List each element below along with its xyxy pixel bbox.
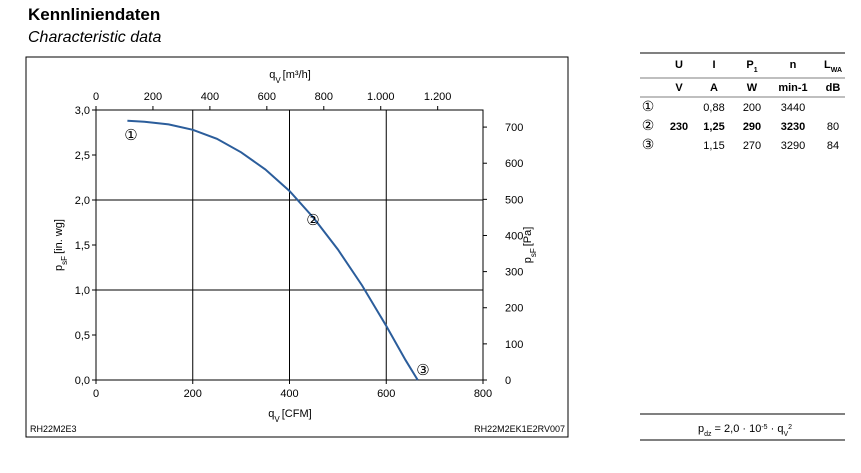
chart-frame — [25, 56, 569, 438]
table-cell: 1,25 — [703, 121, 724, 133]
formula: pdz = 2,0 · 10-5 · qV2 — [698, 423, 792, 438]
y-tick-label: 0,5 — [75, 330, 90, 342]
row-marker: ① — [642, 98, 655, 114]
y2-tick-label: 700 — [505, 122, 523, 134]
x2-tick-label: 200 — [144, 91, 162, 103]
table-unit: V — [675, 82, 683, 94]
footer-right: RH22M2EK1E2RV007 — [474, 424, 565, 434]
table-unit: min-1 — [778, 82, 807, 94]
table-unit: A — [710, 82, 718, 94]
table-cell: 0,88 — [703, 102, 724, 114]
x2-tick-label: 600 — [258, 91, 276, 103]
x2-tick-label: 400 — [201, 91, 219, 103]
table-cell: 1,15 — [703, 140, 724, 152]
y2-axis-label: psF[Pa] — [522, 227, 538, 264]
table-header: n — [790, 59, 797, 71]
operating-point-label: ① — [124, 127, 137, 144]
x-axis-label-unit: [CFM] — [282, 408, 312, 420]
row-marker: ③ — [642, 136, 655, 152]
table-cell: 84 — [827, 140, 839, 152]
formula-sub: V — [783, 431, 788, 438]
y2-axis-label-unit: [Pa] — [522, 227, 534, 247]
x-tick-label: 200 — [184, 388, 202, 400]
formula-part: p — [698, 423, 704, 435]
curve — [127, 119, 419, 381]
table-cell: 80 — [827, 121, 839, 133]
table-cell: 290 — [743, 121, 761, 133]
y2-tick-label: 0 — [505, 375, 511, 387]
x2-axis-label-unit: [m³/h] — [283, 69, 311, 81]
x-tick-label: 600 — [377, 388, 395, 400]
table-cell: 200 — [743, 102, 761, 114]
x2-tick-label: 1.000 — [367, 91, 395, 103]
y2-tick-label: 100 — [505, 339, 523, 351]
row-marker: ② — [642, 117, 655, 133]
y-axis-label-unit: [in. wg] — [53, 219, 65, 254]
formula-part: · q — [768, 423, 784, 435]
table-header-text: I — [712, 59, 715, 71]
x-tick-label: 0 — [93, 388, 99, 400]
x-axis-label: qV [CFM] — [268, 408, 311, 424]
operating-point-label: ② — [306, 212, 319, 229]
table-cell: 270 — [743, 140, 761, 152]
y2-tick-label: 200 — [505, 303, 523, 315]
y-axis-label: psF [in. wg] — [53, 219, 69, 271]
y2-tick-label: 600 — [505, 158, 523, 170]
y-tick-label: 3,0 — [75, 105, 90, 117]
x-tick-label: 400 — [280, 388, 298, 400]
y2-tick-label: 500 — [505, 194, 523, 206]
x-axis-label-symbol: q — [268, 408, 274, 420]
table-cell: 3440 — [781, 102, 805, 114]
x2-tick-label: 0 — [93, 91, 99, 103]
y-axis-label-symbol: p — [53, 265, 65, 271]
x2-axis-label-symbol: q — [269, 69, 275, 81]
y-axis-label-sub: sF — [60, 256, 69, 265]
x2-axis-label: qV [m³/h] — [269, 69, 311, 85]
table-cell: 3290 — [781, 140, 805, 152]
title: Kennliniendaten — [28, 5, 160, 24]
x2-tick-label: 800 — [315, 91, 333, 103]
y-tick-label: 2,0 — [75, 195, 90, 207]
subtitle: Characteristic data — [28, 29, 161, 46]
formula-part: = 2,0 · 10 — [711, 423, 761, 435]
table-unit: W — [747, 82, 758, 94]
footer-left: RH22M2E3 — [30, 424, 77, 434]
y-tick-label: 1,0 — [75, 285, 90, 297]
y-tick-label: 0,0 — [75, 375, 90, 387]
table-header: I — [712, 59, 715, 71]
x-axis-label-sub: V — [274, 415, 280, 424]
table-header-text: U — [675, 59, 683, 71]
table-header-text: L — [824, 59, 831, 71]
table-header-text: P — [746, 59, 753, 71]
table-cell: 3230 — [781, 121, 805, 133]
table-header-sub: WA — [831, 67, 842, 74]
table-header: LWA — [824, 59, 842, 74]
operating-point-label: ③ — [416, 362, 429, 379]
y2-tick-label: 400 — [505, 230, 523, 242]
formula-sub: dz — [704, 431, 712, 438]
x-tick-label: 800 — [474, 388, 492, 400]
y2-axis-label-sub: sF — [529, 248, 538, 257]
formula-sup: 2 — [788, 424, 792, 431]
table-header-text: n — [790, 59, 797, 71]
table-header-sub: 1 — [754, 67, 758, 74]
table-header: P1 — [746, 59, 757, 74]
y2-axis-label-symbol: p — [522, 257, 534, 263]
y2-tick-label: 300 — [505, 267, 523, 279]
y-tick-label: 1,5 — [75, 240, 90, 252]
table-cell: 230 — [670, 121, 688, 133]
table-header: U — [675, 59, 683, 71]
x2-tick-label: 1.200 — [424, 91, 452, 103]
table-unit: dB — [826, 82, 841, 94]
x2-axis-label-sub: V — [275, 76, 281, 85]
formula-sup: -5 — [761, 424, 767, 431]
y-tick-label: 2,5 — [75, 150, 90, 162]
